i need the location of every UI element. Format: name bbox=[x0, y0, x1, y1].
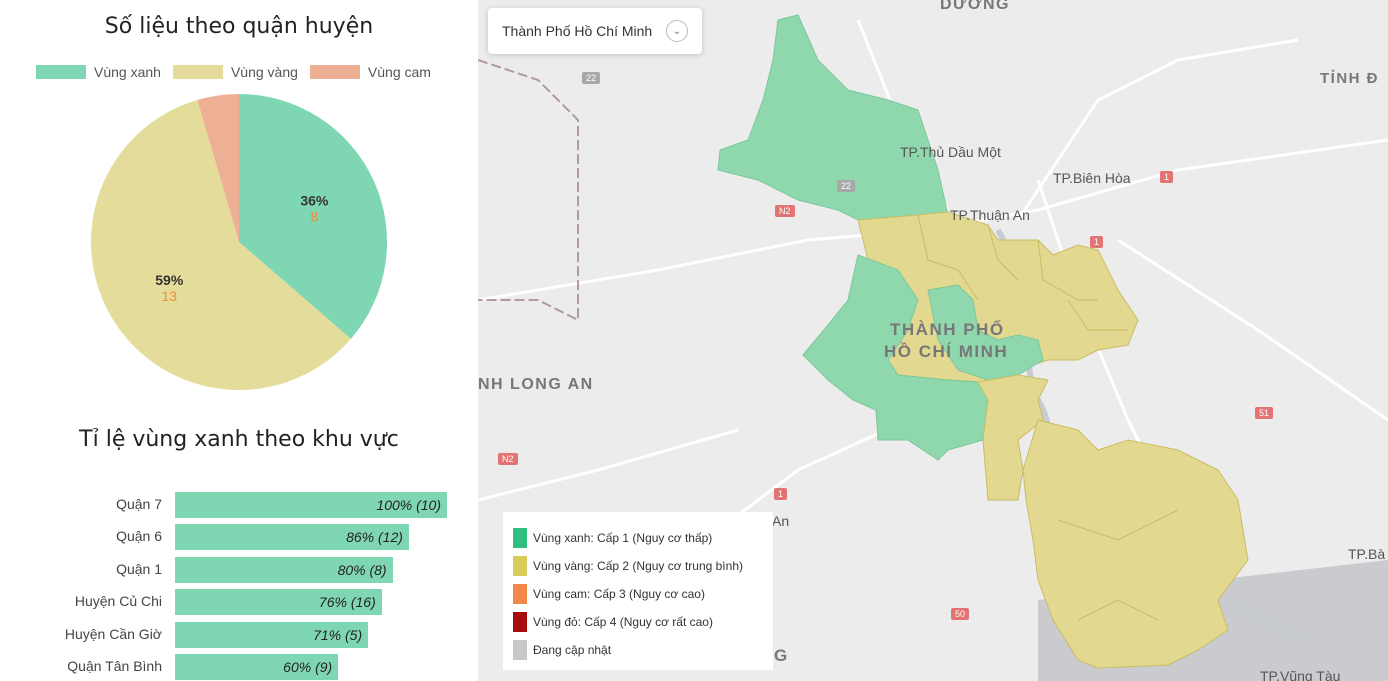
province-border bbox=[478, 59, 579, 322]
district-binh-chanh[interactable] bbox=[802, 254, 989, 461]
legend-swatch-yellow bbox=[172, 65, 223, 79]
bar-category-label: Huyện Củ Chi bbox=[74, 593, 162, 610]
pie-percent-label: 36% bbox=[300, 193, 329, 209]
pie-percent-label: 59% bbox=[155, 272, 184, 288]
district-cu-chi[interactable] bbox=[717, 14, 949, 221]
map-legend-label: Vùng cam: Cấp 3 (Nguy cơ cao) bbox=[533, 587, 705, 601]
bar[interactable] bbox=[175, 492, 447, 518]
bar-category-label: Quận 1 bbox=[116, 560, 162, 577]
bar-value-label: 86% (12) bbox=[346, 529, 403, 546]
bar-value-label: 100% (10) bbox=[376, 497, 441, 513]
map-label-thu-dau-mot: TP.Thủ Dầu Một bbox=[900, 144, 1001, 160]
map-label-g: G bbox=[774, 646, 789, 665]
legend-swatch-orange bbox=[513, 584, 527, 604]
map-legend-item: Vùng cam: Cấp 3 (Nguy cơ cao) bbox=[513, 580, 763, 608]
map-view[interactable]: Thành Phố Hồ Chí Minh ⌄ DƯƠNG TỈNH Đ TP.… bbox=[478, 0, 1388, 681]
bar-row: Quận Tân Bình 60% (9) bbox=[0, 654, 478, 680]
map-legend-item: Vùng đỏ: Cấp 4 (Nguy cơ rất cao) bbox=[513, 608, 763, 636]
district-outlines bbox=[917, 214, 1179, 621]
road-badge-50: 50 bbox=[951, 608, 970, 620]
bar-category-label: Quận 6 bbox=[116, 528, 162, 545]
map-label-long-an: NH LONG AN bbox=[478, 376, 594, 393]
map-legend: Vùng xanh: Cấp 1 (Nguy cơ thấp) Vùng vàn… bbox=[503, 512, 773, 670]
map-canvas[interactable] bbox=[478, 0, 1388, 681]
road-badge-n2: N2 bbox=[498, 453, 518, 465]
city-select-value: Thành Phố Hồ Chí Minh bbox=[502, 23, 653, 39]
map-legend-item: Vùng xanh: Cấp 1 (Nguy cơ thấp) bbox=[513, 524, 763, 552]
map-legend-label: Vùng xanh: Cấp 1 (Nguy cơ thấp) bbox=[533, 531, 713, 545]
road-badge-1: 1 bbox=[1160, 171, 1174, 183]
map-label-an: An bbox=[772, 513, 790, 529]
map-legend-label: Vùng vàng: Cấp 2 (Nguy cơ trung bình) bbox=[533, 559, 743, 573]
map-label-duong: DƯƠNG bbox=[940, 0, 1010, 13]
bar[interactable] bbox=[175, 621, 369, 648]
stats-panel: Số liệu theo quận huyện Vùng xanh Vùng v… bbox=[0, 0, 478, 681]
bar-value-label: 76% (16) bbox=[318, 594, 376, 611]
bar-category-label: Quận 7 bbox=[116, 496, 162, 512]
map-label-thuan-an: TP.Thuận An bbox=[950, 207, 1030, 223]
map-label-tp-ba: TP.Bà bbox=[1348, 546, 1386, 562]
bar[interactable] bbox=[175, 524, 409, 551]
map-legend-item: Vùng vàng: Cấp 2 (Nguy cơ trung bình) bbox=[513, 552, 763, 580]
district-inner-green[interactable] bbox=[927, 284, 1044, 381]
bar-value-label: 71% (5) bbox=[313, 626, 363, 643]
road-badge-51: 51 bbox=[1255, 407, 1274, 419]
city-select[interactable]: Thành Phố Hồ Chí Minh ⌄ bbox=[488, 8, 702, 54]
road-badge-22: 22 bbox=[582, 72, 601, 84]
map-label-city-line2: HỒ CHÍ MINH bbox=[884, 342, 1009, 361]
road-badge-n2: N2 bbox=[775, 205, 795, 217]
bar-row: Quận 6 86% (12) bbox=[0, 524, 478, 551]
road-badge-1: 1 bbox=[1090, 236, 1104, 248]
legend-label-green: Vùng xanh bbox=[94, 64, 161, 80]
pie-legend: Vùng xanh Vùng vàng Vùng cam bbox=[36, 64, 443, 80]
bar-category-label: Huyện Cần Giờ bbox=[64, 625, 162, 642]
map-label-tinh: TỈNH Đ bbox=[1320, 70, 1379, 87]
pie-count-label: 13 bbox=[161, 288, 177, 304]
legend-item-orange[interactable]: Vùng cam bbox=[309, 64, 431, 80]
legend-item-yellow[interactable]: Vùng vàng bbox=[172, 64, 298, 80]
map-label-city-line1: THÀNH PHỐ bbox=[890, 320, 1005, 339]
pie-chart-title: Số liệu theo quận huyện bbox=[104, 14, 374, 39]
map-legend-label: Vùng đỏ: Cấp 4 (Nguy cơ rất cao) bbox=[533, 615, 713, 629]
pie-chart: 36%8 59%13 bbox=[91, 94, 388, 390]
bar-value-label: 60% (9) bbox=[283, 659, 333, 675]
bar[interactable] bbox=[175, 654, 339, 680]
map-label-bien-hoa: TP.Biên Hòa bbox=[1053, 170, 1131, 186]
bar-row: Quận 7 100% (10) bbox=[0, 492, 478, 518]
map-legend-item: Đang cập nhật bbox=[513, 636, 763, 664]
bar-row: Quận 1 80% (8) bbox=[0, 556, 478, 583]
legend-swatch-green bbox=[513, 528, 527, 548]
pie-slice-orange[interactable] bbox=[197, 94, 239, 242]
district-nha-be[interactable] bbox=[977, 374, 1049, 501]
district-can-gio[interactable] bbox=[1022, 419, 1249, 669]
map-legend-label: Đang cập nhật bbox=[533, 643, 612, 657]
road-badge-1: 1 bbox=[774, 488, 788, 500]
legend-swatch-orange bbox=[309, 65, 360, 79]
bar-category-label: Quận Tân Bình bbox=[67, 658, 162, 674]
bar-row: Huyện Cần Giờ 71% (5) bbox=[0, 621, 478, 648]
pie-count-label: 8 bbox=[310, 209, 318, 225]
map-label-vung-tau: TP.Vũng Tàu bbox=[1260, 668, 1341, 681]
pie-slice-yellow[interactable] bbox=[91, 99, 351, 390]
legend-swatch-gray bbox=[513, 640, 527, 660]
road-badge-22: 22 bbox=[837, 180, 856, 192]
pie-slice-green[interactable] bbox=[239, 94, 388, 339]
bar-chart-title: Tỉ lệ vùng xanh theo khu vực bbox=[79, 427, 399, 452]
chevron-down-icon: ⌄ bbox=[666, 20, 688, 42]
bar-row: Huyện Củ Chi 76% (16) bbox=[0, 589, 478, 616]
bar-value-label: 80% (8) bbox=[337, 561, 387, 578]
bar[interactable] bbox=[175, 589, 382, 616]
legend-item-green[interactable]: Vùng xanh bbox=[36, 64, 161, 80]
bar[interactable] bbox=[175, 556, 393, 583]
legend-label-yellow: Vùng vàng bbox=[230, 64, 298, 80]
legend-label-orange: Vùng cam bbox=[367, 64, 431, 80]
legend-swatch-red bbox=[513, 612, 527, 632]
legend-swatch-green bbox=[36, 65, 86, 79]
legend-swatch-yellow bbox=[513, 556, 527, 576]
